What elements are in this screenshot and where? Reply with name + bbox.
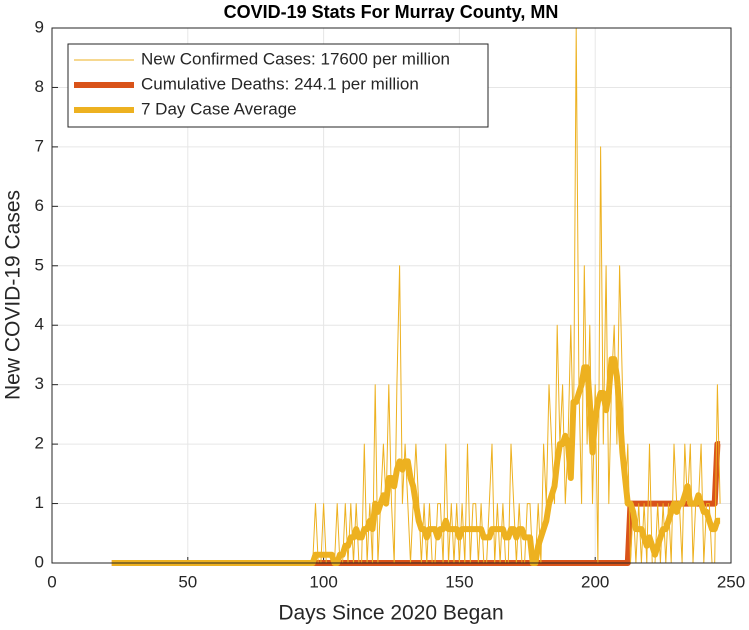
x-tick-label: 200 bbox=[581, 572, 609, 591]
y-tick-label: 7 bbox=[35, 136, 44, 155]
x-tick-label: 150 bbox=[445, 572, 473, 591]
legend: New Confirmed Cases: 17600 per million Cu… bbox=[67, 43, 489, 128]
y-tick-label: 8 bbox=[35, 77, 44, 96]
x-tick-label: 0 bbox=[47, 572, 56, 591]
y-tick-label: 0 bbox=[35, 552, 44, 571]
legend-box bbox=[67, 43, 489, 128]
y-tick-label: 4 bbox=[35, 315, 44, 334]
x-tick-label: 250 bbox=[717, 572, 745, 591]
y-tick-label: 3 bbox=[35, 374, 44, 393]
y-tick-label: 5 bbox=[35, 255, 44, 274]
legend-label: 7 Day Case Average bbox=[141, 99, 297, 118]
y-tick-label: 1 bbox=[35, 493, 44, 512]
x-axis-label: Days Since 2020 Began bbox=[278, 602, 503, 625]
y-tick-label: 9 bbox=[35, 17, 44, 36]
axes-box bbox=[51, 27, 732, 564]
y-tick-label: 2 bbox=[35, 434, 44, 453]
y-axis-label: New COVID-19 Cases bbox=[2, 190, 25, 400]
y-tick-label: 6 bbox=[35, 196, 44, 215]
legend-label: New Confirmed Cases: 17600 per million bbox=[141, 49, 450, 68]
x-tick-label: 50 bbox=[178, 572, 197, 591]
chart-title: COVID-19 Stats For Murray County, MN bbox=[224, 2, 559, 22]
x-tick-label: 100 bbox=[309, 572, 337, 591]
legend-label: Cumulative Deaths: 244.1 per million bbox=[141, 74, 419, 93]
